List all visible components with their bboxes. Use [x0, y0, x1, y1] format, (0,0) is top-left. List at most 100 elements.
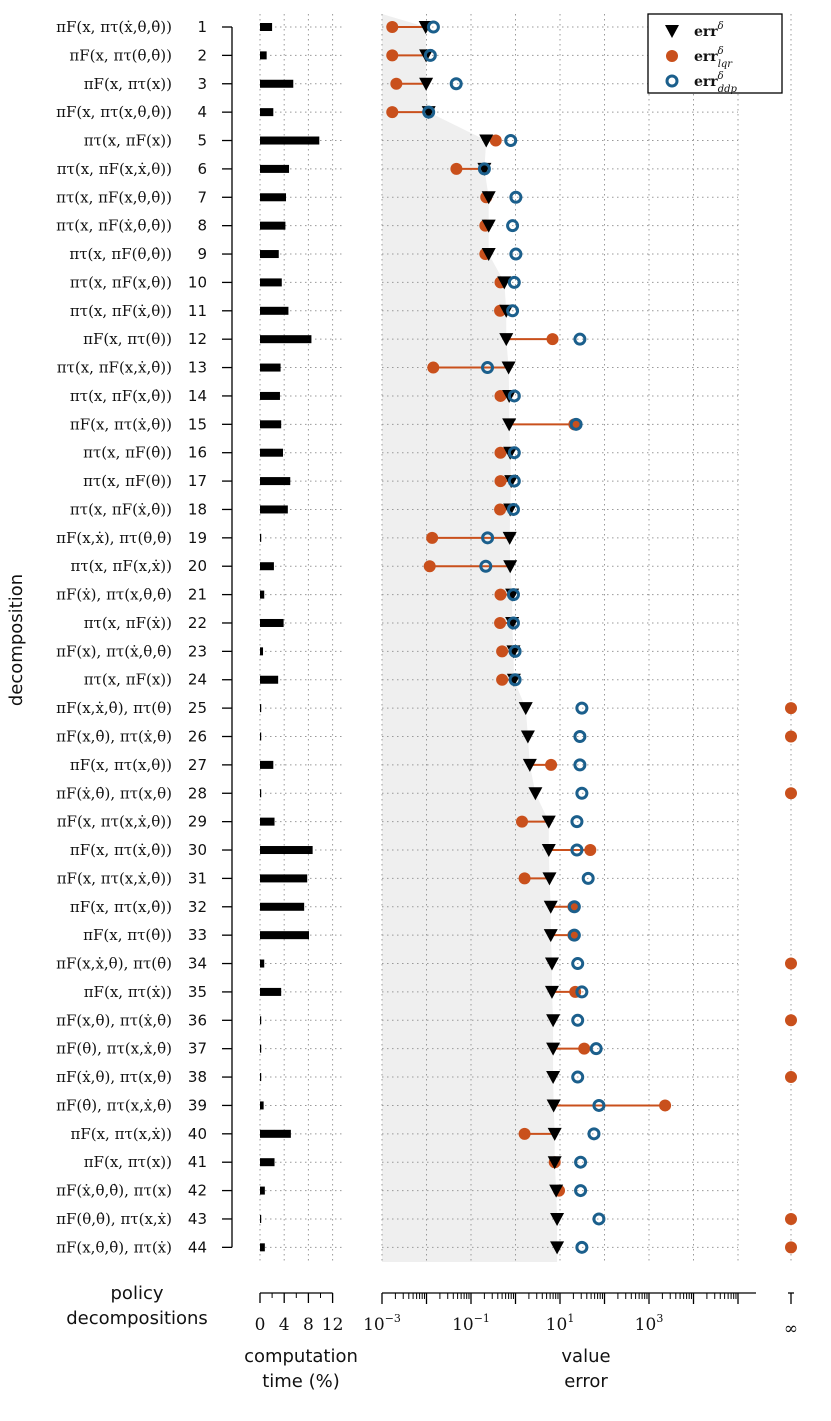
ddp-marker: [575, 1240, 589, 1254]
row-number: 14: [188, 387, 207, 405]
err-marker: [544, 957, 559, 971]
shaded-band: [382, 14, 558, 1262]
legend-err-symbol: [665, 25, 679, 38]
row-label: πτ(x, πF(θ,θ̇)): [69, 245, 172, 263]
lqr-marker: [785, 730, 797, 743]
row-label: πF(θ), πτ(x,ẋ,θ̇): [56, 1040, 172, 1058]
err-tick-label: 10−1: [452, 1312, 490, 1335]
legend-label: errδ: [694, 21, 724, 40]
lqr-marker: [785, 1071, 797, 1084]
lqr-marker: [496, 645, 509, 658]
err-marker: [502, 418, 517, 432]
row-label: πF(x,ẋ,θ), πτ(θ̇): [56, 955, 172, 973]
time-bar: [260, 618, 284, 627]
row-label: πτ(x, πF(ẋ,θ,θ̇)): [56, 217, 172, 235]
row-label: πF(x, πτ(ẋ,θ,θ̇)): [56, 18, 172, 36]
time-bar: [260, 1243, 265, 1252]
row-number: 9: [197, 245, 207, 263]
err-marker: [546, 1014, 561, 1028]
ddp-marker: [570, 843, 584, 857]
row-number: 4: [197, 103, 207, 121]
row-label: πF(x, πτ(θ)): [83, 330, 172, 348]
lqr-marker: [546, 333, 559, 346]
lqr-marker: [494, 588, 507, 601]
time-bar: [260, 931, 310, 940]
time-bar: [260, 1073, 262, 1082]
row-label: πF(ẋ,θ), πτ(x,θ̇): [56, 1068, 172, 1086]
inf-tick-label: ∞: [784, 1319, 798, 1339]
row-label: πF(x, πτ(ẋ,θ̇)): [70, 841, 172, 859]
row-number: 11: [188, 302, 207, 320]
lqr-marker: [518, 872, 531, 885]
err-marker: [518, 702, 533, 716]
row-label: πF(x, πτ(ẋ)): [84, 983, 172, 1001]
err-marker: [541, 815, 556, 829]
row-number: 1: [197, 18, 207, 36]
err-tick-exponent: 3: [656, 1312, 663, 1325]
time-bar: [260, 846, 313, 855]
axis-titles-layer: decomposition policy decompositions computa…: [6, 574, 611, 1392]
ddp-marker: [507, 389, 521, 403]
bar-axis-title-line: time (%): [262, 1371, 340, 1392]
row-label: πτ(x, πF(x,θ)): [70, 273, 172, 291]
err-marker: [546, 1042, 561, 1056]
row-label: πF(θ,θ̇), πτ(x,ẋ): [56, 1210, 172, 1228]
time-bar: [260, 363, 281, 372]
lqr-marker: [545, 758, 558, 771]
err-tick-label: 103: [635, 1312, 664, 1335]
ddp-marker: [575, 786, 589, 800]
row-number: 17: [188, 472, 207, 490]
time-bar: [260, 987, 282, 996]
row-label: πF(x, πτ(θ,θ̇)): [69, 46, 172, 64]
row-number: 2: [197, 46, 207, 64]
err-marker: [481, 248, 496, 262]
ddp-marker: [423, 48, 437, 62]
row-number: 20: [188, 557, 207, 575]
row-number: 44: [188, 1238, 207, 1256]
time-bar: [260, 590, 265, 599]
row-label: πτ(x, πF(ẋ)): [84, 614, 172, 632]
err-marker: [481, 191, 496, 205]
ddp-marker: [508, 673, 522, 687]
row-number: 13: [188, 359, 207, 377]
lqr-marker: [390, 77, 403, 90]
ddp-marker: [570, 815, 584, 829]
time-bar: [260, 108, 274, 117]
ddp-marker: [509, 190, 523, 204]
time-bar: [260, 1044, 262, 1053]
time-bar: [260, 959, 265, 968]
lqr-marker: [785, 702, 797, 715]
lqr-marker: [785, 957, 797, 970]
row-label: πF(x), πτ(ẋ,θ,θ̇): [56, 642, 172, 660]
ddp-marker: [567, 928, 581, 942]
err-marker: [503, 503, 518, 517]
time-bar: [260, 448, 283, 457]
err-tick-exponent: −3: [385, 1312, 401, 1325]
row-number: 26: [188, 728, 207, 746]
ddp-marker: [426, 20, 440, 34]
ddp-marker: [481, 361, 495, 375]
bar-layer: [260, 23, 320, 1252]
ddp-marker: [573, 758, 587, 772]
row-number: 39: [188, 1096, 207, 1114]
row-number: 16: [188, 444, 207, 462]
ddp-marker: [479, 559, 493, 573]
err-marker: [522, 758, 537, 772]
row-number: 34: [188, 955, 207, 973]
time-bar: [260, 306, 289, 315]
row-label: πF(ẋ,θ,θ̇), πτ(x): [56, 1182, 172, 1200]
row-label: πF(x, πτ(θ̇)): [83, 926, 172, 944]
err-tick-label: 101: [546, 1312, 575, 1335]
row-number: 28: [188, 784, 207, 802]
row-label: πF(x, πτ(x,θ̇)): [70, 898, 172, 916]
ddp-marker: [449, 77, 463, 91]
err-marker: [504, 475, 519, 489]
row-number: 10: [188, 273, 207, 291]
ddp-marker: [506, 616, 520, 630]
ddp-marker: [589, 1042, 603, 1056]
err-marker: [479, 134, 494, 148]
err-marker: [546, 1099, 561, 1113]
lqr-marker: [496, 673, 509, 686]
